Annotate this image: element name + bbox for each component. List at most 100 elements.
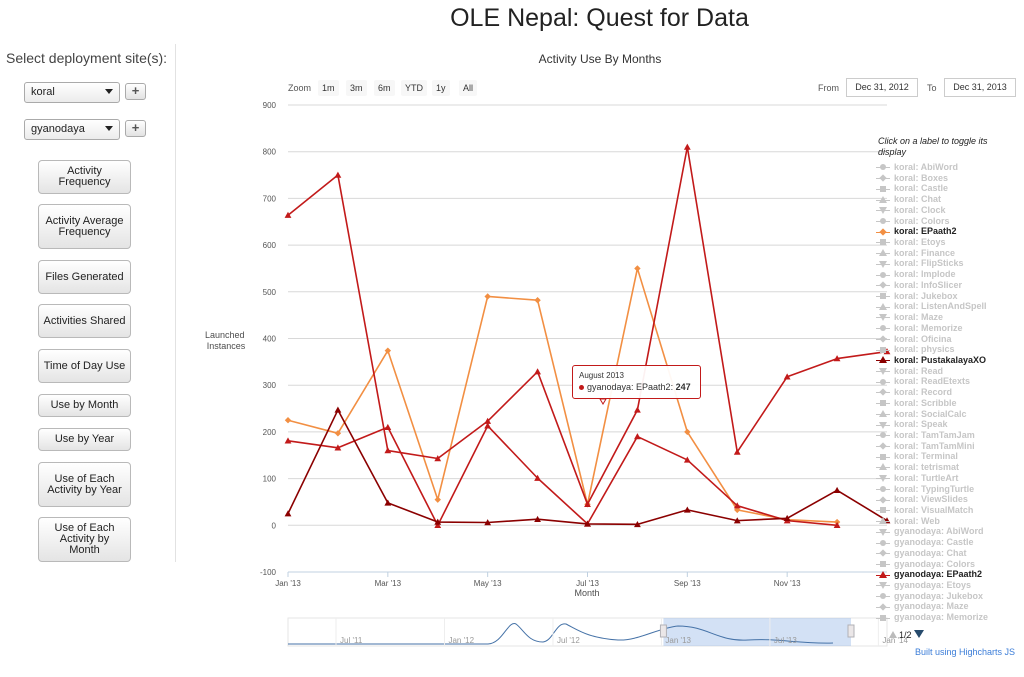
- legend-item[interactable]: koral: Scribble: [876, 398, 1021, 409]
- range-ytd-button[interactable]: YTD: [401, 80, 427, 96]
- data-point[interactable]: [634, 406, 641, 413]
- data-point[interactable]: [634, 520, 641, 528]
- legend-item[interactable]: gyanodaya: AbiWord: [876, 526, 1021, 537]
- use-by-year-button[interactable]: Use by Year: [38, 428, 131, 451]
- legend-item[interactable]: koral: ListenAndSpell: [876, 301, 1021, 312]
- legend-item[interactable]: gyanodaya: EPaath2: [876, 569, 1021, 580]
- series-1[interactable]: [284, 265, 841, 526]
- data-point[interactable]: [534, 368, 541, 375]
- data-point[interactable]: [484, 417, 492, 424]
- legend-item[interactable]: koral: Jukebox: [876, 291, 1021, 302]
- data-point[interactable]: [683, 456, 691, 463]
- range-1y-button[interactable]: 1y: [432, 80, 450, 96]
- legend-item[interactable]: koral: Record: [876, 387, 1021, 398]
- data-point[interactable]: [434, 518, 442, 525]
- legend-item[interactable]: koral: TamTamJam: [876, 430, 1021, 441]
- legend-item[interactable]: koral: InfoSlicer: [876, 280, 1021, 291]
- data-point[interactable]: [384, 499, 392, 506]
- legend-prev-icon[interactable]: [889, 631, 897, 638]
- navigator-right-handle[interactable]: [847, 624, 855, 638]
- legend-item[interactable]: koral: PustakalayaXO: [876, 355, 1021, 366]
- activity-frequency-button[interactable]: Activity Frequency: [38, 160, 131, 194]
- data-point[interactable]: [284, 510, 292, 517]
- use-of-each-activity-by-month-button[interactable]: Use of Each Activity by Month: [38, 517, 131, 562]
- legend-next-icon[interactable]: [913, 630, 924, 638]
- data-point[interactable]: [833, 521, 841, 529]
- legend-item[interactable]: koral: Maze: [876, 312, 1021, 323]
- data-point[interactable]: [434, 521, 442, 529]
- files-generated-button[interactable]: Files Generated: [38, 260, 131, 294]
- data-point[interactable]: [683, 143, 691, 150]
- legend-item[interactable]: koral: TypingTurtle: [876, 484, 1021, 495]
- range-6m-button[interactable]: 6m: [374, 80, 395, 96]
- data-point[interactable]: [534, 515, 541, 522]
- legend-item[interactable]: gyanodaya: Colors: [876, 559, 1021, 570]
- data-point[interactable]: [334, 430, 342, 437]
- legend-item[interactable]: gyanodaya: Jukebox: [876, 591, 1021, 602]
- add-site-button-1[interactable]: +: [125, 83, 146, 100]
- data-point[interactable]: [334, 406, 342, 413]
- navigator-selection[interactable]: [663, 618, 851, 646]
- data-point[interactable]: [833, 355, 841, 362]
- data-point[interactable]: [534, 297, 541, 304]
- legend-item[interactable]: koral: TamTamMini: [876, 441, 1021, 452]
- navigator[interactable]: Jul '11 Jan '12 Jul '12 Jan '13 Jul '13 Jan '…: [287, 617, 908, 647]
- data-point[interactable]: [683, 506, 691, 513]
- use-by-month-button[interactable]: Use by Month: [38, 394, 131, 417]
- legend-item[interactable]: koral: AbiWord: [876, 162, 1021, 173]
- legend-item[interactable]: koral: VisualMatch: [876, 505, 1021, 516]
- legend-item[interactable]: koral: Clock: [876, 205, 1021, 216]
- range-1m-button[interactable]: 1m: [318, 80, 339, 96]
- data-point[interactable]: [584, 500, 591, 508]
- legend-item[interactable]: gyanodaya: Chat: [876, 548, 1021, 559]
- data-point[interactable]: [384, 447, 392, 454]
- legend-item[interactable]: koral: Web: [876, 516, 1021, 527]
- data-point[interactable]: [284, 437, 292, 444]
- use-of-each-activity-by-year-button[interactable]: Use of Each Activity by Year: [38, 462, 131, 507]
- data-point[interactable]: [534, 474, 541, 481]
- series-line[interactable]: [287, 267, 838, 523]
- add-site-button-2[interactable]: +: [125, 120, 146, 137]
- data-point[interactable]: [384, 423, 392, 430]
- range-all-button[interactable]: All: [459, 80, 478, 96]
- legend-item[interactable]: koral: TurtleArt: [876, 473, 1021, 484]
- site-select-1[interactable]: koral: [24, 82, 120, 103]
- legend-item[interactable]: gyanodaya: Etoys: [876, 580, 1021, 591]
- activities-shared-button[interactable]: Activities Shared: [38, 304, 131, 338]
- legend-item[interactable]: koral: Chat: [876, 194, 1021, 205]
- data-point[interactable]: [484, 422, 492, 429]
- legend-item[interactable]: koral: SocialCalc: [876, 409, 1021, 420]
- credits-link[interactable]: Built using Highcharts JS: [914, 647, 1015, 657]
- legend-item[interactable]: koral: Colors: [876, 216, 1021, 227]
- legend-item[interactable]: koral: Etoys: [876, 237, 1021, 248]
- legend-item[interactable]: koral: Memorize: [876, 323, 1021, 334]
- data-point[interactable]: [484, 293, 491, 300]
- data-point[interactable]: [783, 373, 791, 380]
- legend-item[interactable]: koral: Read: [876, 366, 1021, 377]
- activity-average-frequency-button[interactable]: Activity Average Frequency: [38, 204, 131, 249]
- legend-item[interactable]: koral: tetrismat: [876, 462, 1021, 473]
- data-point[interactable]: [434, 496, 441, 503]
- data-point[interactable]: [833, 486, 841, 493]
- data-point[interactable]: [484, 519, 492, 526]
- series-3[interactable]: [284, 143, 891, 508]
- time-of-day-use-button[interactable]: Time of Day Use: [38, 349, 131, 383]
- legend-item[interactable]: gyanodaya: Castle: [876, 537, 1021, 548]
- legend-item[interactable]: koral: Boxes: [876, 173, 1021, 184]
- legend-item[interactable]: gyanodaya: Memorize: [876, 612, 1021, 623]
- site-select-2[interactable]: gyanodaya: [24, 119, 120, 140]
- legend-item[interactable]: koral: Oficina: [876, 334, 1021, 345]
- data-point[interactable]: [584, 520, 591, 527]
- legend-item[interactable]: koral: Terminal: [876, 451, 1021, 462]
- data-point[interactable]: [334, 171, 342, 178]
- series-4[interactable]: [284, 406, 891, 528]
- from-date-input[interactable]: Dec 31, 2012: [846, 78, 918, 97]
- legend-item[interactable]: koral: Speak: [876, 419, 1021, 430]
- data-point[interactable]: [733, 517, 741, 524]
- data-point[interactable]: [284, 211, 292, 218]
- data-point[interactable]: [733, 448, 741, 455]
- data-point[interactable]: [434, 455, 442, 462]
- data-point[interactable]: [883, 348, 891, 355]
- series-line[interactable]: [287, 146, 888, 506]
- legend-item[interactable]: koral: Finance: [876, 248, 1021, 259]
